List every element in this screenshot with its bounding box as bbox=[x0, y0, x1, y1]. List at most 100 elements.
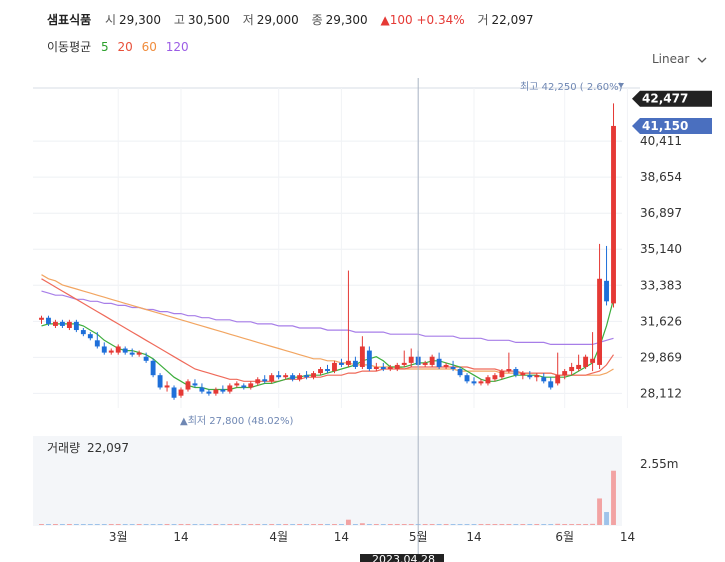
candle bbox=[332, 360, 337, 374]
low-label: 저 bbox=[242, 13, 254, 27]
volume-bar bbox=[178, 524, 184, 525]
candle bbox=[457, 366, 463, 378]
volume-bar bbox=[408, 524, 414, 525]
candle-body bbox=[478, 381, 484, 384]
volume-bar bbox=[234, 524, 240, 525]
crosshair-date-badge: 2023.04.28 bbox=[360, 553, 444, 562]
volume-bar bbox=[401, 524, 407, 525]
ma60-legend[interactable]: 60 bbox=[141, 40, 157, 54]
candle-body bbox=[206, 391, 212, 394]
candle bbox=[590, 332, 596, 372]
candle bbox=[380, 362, 386, 372]
change-up-icon: ▲ bbox=[380, 13, 390, 27]
candle bbox=[436, 352, 442, 370]
candle bbox=[227, 383, 233, 394]
volume-axis-tick: 2.55m bbox=[640, 457, 678, 471]
volume-bar bbox=[534, 524, 540, 525]
candle-body bbox=[290, 375, 296, 380]
candle bbox=[604, 245, 609, 306]
volume-bar bbox=[227, 524, 233, 525]
volume-bar bbox=[394, 524, 400, 525]
candle-body bbox=[422, 362, 428, 365]
volume-bar bbox=[101, 524, 107, 525]
volume-bar bbox=[450, 524, 456, 525]
candle-body bbox=[513, 369, 519, 376]
candle-body bbox=[345, 360, 351, 365]
volume-bar bbox=[164, 524, 170, 525]
volume-bar bbox=[199, 524, 205, 525]
candle bbox=[129, 348, 135, 357]
candle-body bbox=[339, 362, 344, 365]
candle bbox=[464, 373, 470, 384]
volume-bar bbox=[611, 470, 616, 525]
y-tick-label: 28,112 bbox=[640, 386, 682, 400]
volume-bar bbox=[269, 524, 275, 525]
ma20-legend[interactable]: 20 bbox=[117, 40, 133, 54]
ma5-legend[interactable]: 5 bbox=[101, 40, 109, 54]
candle bbox=[171, 385, 177, 400]
candle-body bbox=[199, 387, 205, 392]
volume-bar bbox=[297, 524, 303, 525]
change-percent: +0.34% bbox=[416, 13, 465, 27]
high-value: 30,500 bbox=[187, 13, 230, 27]
candle-body bbox=[527, 375, 533, 378]
ma120-legend[interactable]: 120 bbox=[165, 40, 189, 54]
candle-body bbox=[241, 385, 247, 388]
candle-body bbox=[408, 356, 414, 363]
volume-bar bbox=[513, 524, 519, 525]
candle bbox=[429, 354, 435, 367]
candle-body bbox=[394, 364, 400, 370]
candle-body bbox=[590, 358, 596, 363]
y-tick-label: 35,140 bbox=[640, 242, 682, 256]
candle-body bbox=[318, 369, 323, 374]
volume-bar bbox=[66, 524, 72, 525]
candle bbox=[583, 354, 589, 370]
volume-bar bbox=[373, 524, 379, 525]
volume-bar bbox=[262, 524, 268, 525]
volume-panel-value: 22,097 bbox=[87, 441, 129, 455]
ma120-line bbox=[41, 290, 614, 345]
candle bbox=[136, 350, 142, 357]
candle-body bbox=[583, 356, 589, 367]
candle bbox=[115, 344, 121, 355]
volume-bar bbox=[73, 524, 79, 525]
candle-body bbox=[178, 389, 184, 396]
candle bbox=[46, 315, 51, 326]
candle-body bbox=[450, 366, 456, 370]
scale-selector[interactable]: Linear bbox=[652, 52, 707, 66]
candle bbox=[394, 362, 400, 372]
candle bbox=[66, 319, 72, 331]
candle bbox=[471, 377, 477, 386]
volume-bar bbox=[387, 524, 393, 525]
volume-bar bbox=[276, 524, 282, 525]
candle bbox=[101, 342, 107, 355]
candle-body bbox=[311, 373, 316, 378]
volume-bar bbox=[129, 524, 135, 525]
candle-body bbox=[46, 317, 51, 324]
candle-body bbox=[234, 383, 240, 386]
volume-bar bbox=[157, 524, 163, 525]
candle bbox=[506, 352, 512, 374]
grid-lines bbox=[33, 87, 640, 408]
candle bbox=[576, 354, 582, 372]
volume-bars bbox=[39, 470, 616, 525]
high-price-label: 42,477 bbox=[642, 92, 688, 106]
candle bbox=[485, 375, 491, 386]
y-tick-label: 31,626 bbox=[640, 314, 682, 328]
current-price-label: 41,150 bbox=[642, 119, 688, 133]
x-tick-label: 5월 bbox=[409, 530, 428, 544]
candle-body bbox=[150, 360, 156, 376]
candle-body bbox=[387, 366, 393, 370]
candle bbox=[541, 373, 547, 384]
candle bbox=[311, 371, 316, 380]
candle bbox=[548, 377, 554, 390]
candle-body bbox=[380, 366, 386, 370]
candle-body bbox=[136, 352, 142, 355]
volume-bar bbox=[185, 524, 191, 525]
candle bbox=[185, 379, 191, 392]
candle bbox=[562, 369, 568, 380]
candle-body bbox=[164, 385, 170, 388]
candle bbox=[339, 358, 344, 367]
volume-bar bbox=[352, 524, 358, 525]
